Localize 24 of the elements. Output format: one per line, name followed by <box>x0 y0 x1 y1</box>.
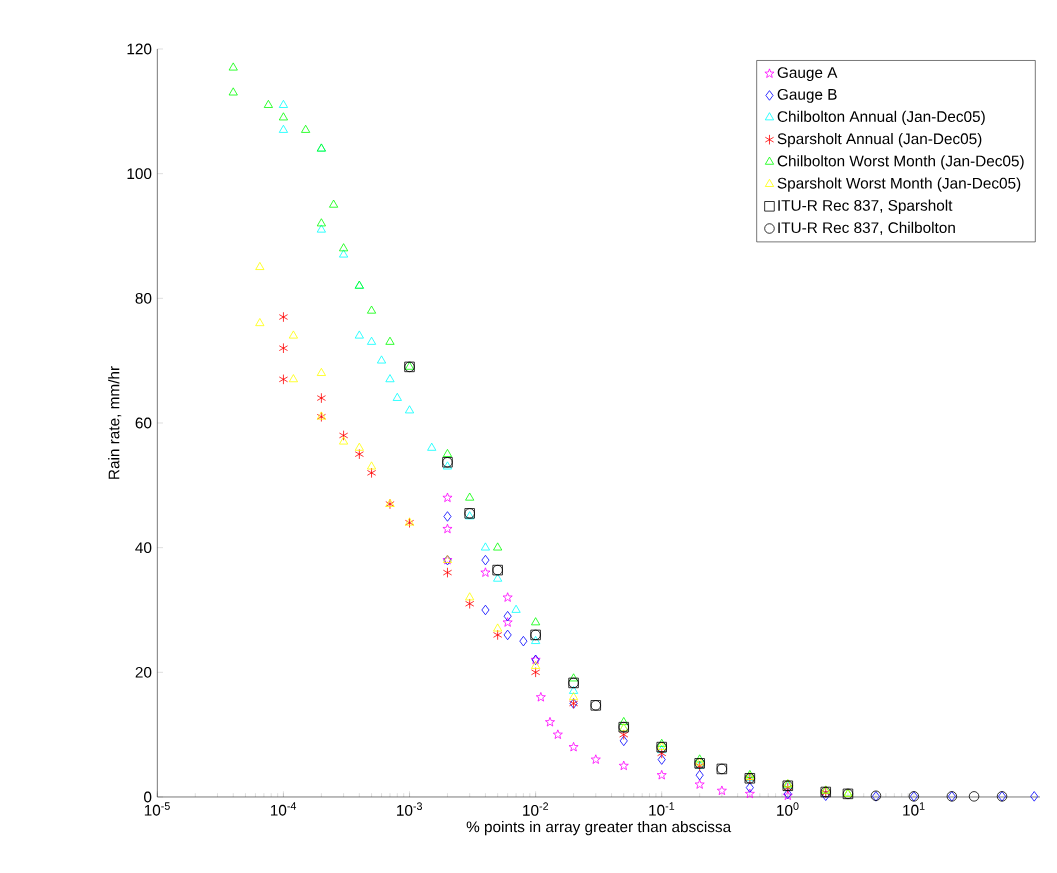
x-tick-label: 10$^{-4}$ <box>270 802 297 816</box>
legend-label: Gauge A <box>777 67 838 82</box>
x-tick-label: 10$^{-2}$ <box>523 802 549 816</box>
y-tick-label: 100 <box>127 168 152 180</box>
legend-label: ITU-R Rec 837, Sparsholt <box>778 199 953 214</box>
x-tick-label: 10$^{1}$ <box>903 802 925 816</box>
x-tick-label: 10$^{-5}$ <box>144 802 170 816</box>
y-tick-label: 20 <box>135 666 152 678</box>
legend-label: Chilbolton Annual (Jan-Dec05) <box>777 110 985 126</box>
legend-label: Gauge B <box>777 88 837 103</box>
y-tick-label: 60 <box>135 417 152 429</box>
y-tick-label: 0 <box>144 791 152 803</box>
legend-label: Sparsholt Annual (Jan-Dec05) <box>777 132 982 148</box>
x-axis-title: % points in array greater than abscissa <box>466 820 732 836</box>
legend-label: Chilbolton Worst Month (Jan-Dec05) <box>777 155 1024 170</box>
y-tick-label: 120 <box>127 43 152 55</box>
x-tick-label: 10$^{0}$ <box>777 802 799 816</box>
y-tick-label: 40 <box>135 542 152 554</box>
y-tick-label: 80 <box>135 292 152 304</box>
y-axis-title: Rain rate, mm/hr <box>108 366 122 479</box>
legend-label: ITU-R Rec 837, Chilbolton <box>778 221 955 235</box>
x-tick-label: 10$^{-1}$ <box>649 802 675 816</box>
x-tick-label: 10$^{-3}$ <box>397 802 423 816</box>
legend-label: Sparsholt Worst Month (Jan-Dec05) <box>777 177 1021 192</box>
